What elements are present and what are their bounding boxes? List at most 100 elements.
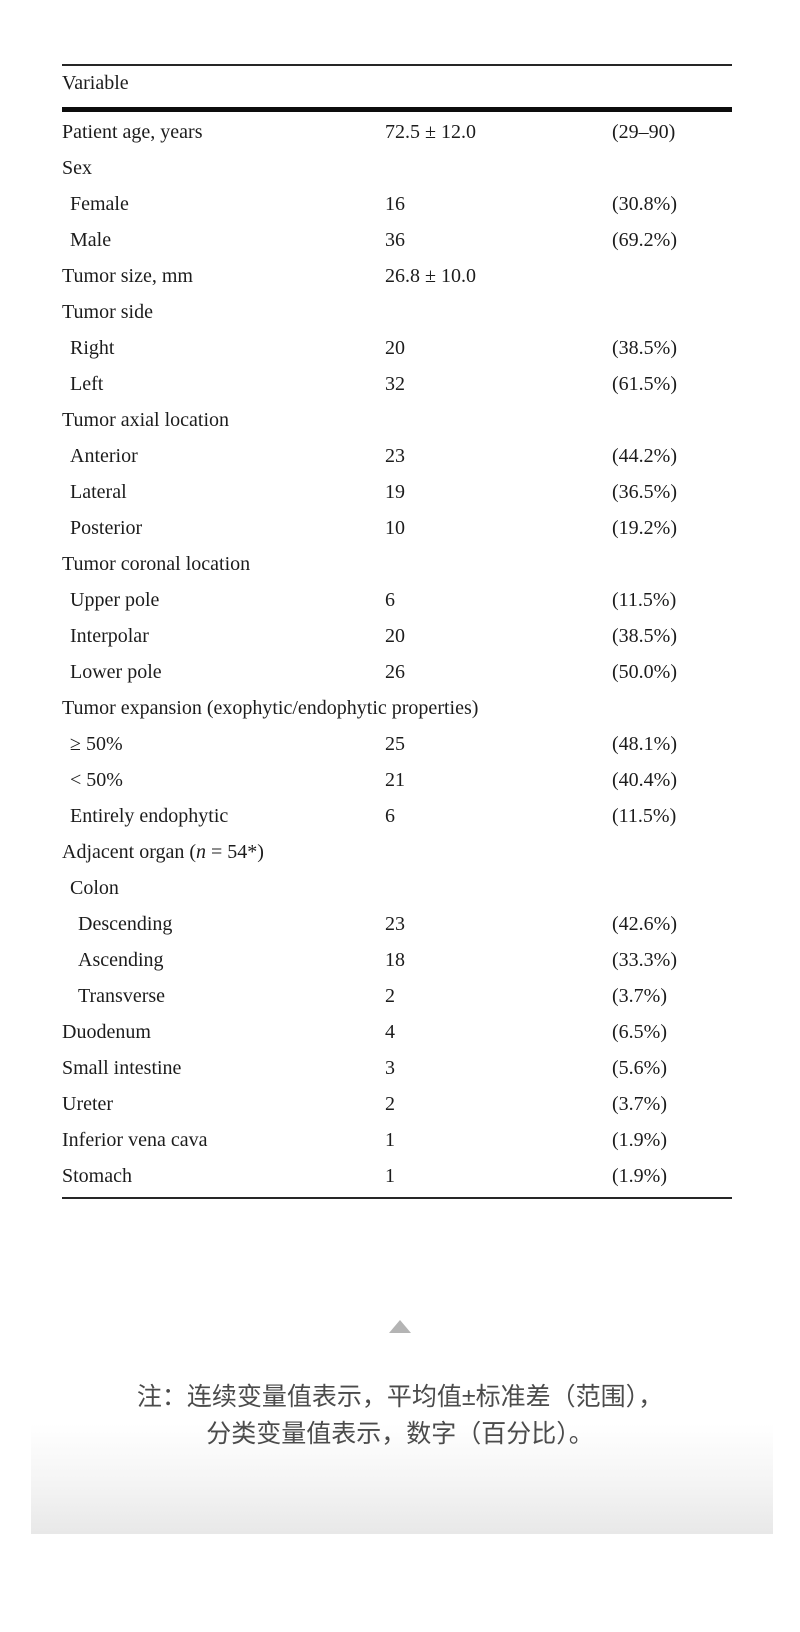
row-label: Inferior vena cava [62,1129,208,1151]
table-row: Tumor size, mm 26.8 ± 10.0 [62,260,732,296]
row-label: Transverse [78,985,166,1007]
row-percent: (19.2%) [612,517,677,539]
row-label: Upper pole [70,589,160,611]
row-value: 32 [385,373,405,395]
row-percent: (5.6%) [612,1057,667,1079]
row-percent: (40.4%) [612,769,677,791]
table-row: Left 32 (61.5%) [62,368,732,404]
row-percent: (1.9%) [612,1165,667,1187]
row-value: 19 [385,481,405,503]
row-percent: (3.7%) [612,1093,667,1115]
table-row: ≥ 50% 25 (48.1%) [62,728,732,764]
row-percent: (69.2%) [612,229,677,251]
table-row: Descending 23 (42.6%) [62,908,732,944]
table-row: Female 16 (30.8%) [62,188,732,224]
row-label: Ascending [78,949,164,971]
table-row: Small intestine 3 (5.6%) [62,1052,732,1088]
row-label: < 50% [70,769,123,791]
row-label: Entirely endophytic [70,805,229,827]
table-row: Duodenum 4 (6.5%) [62,1016,732,1052]
row-value: 2 [385,1093,395,1115]
table-row: Inferior vena cava 1 (1.9%) [62,1124,732,1160]
scroll-up-icon[interactable] [389,1320,411,1333]
row-value: 23 [385,913,405,935]
row-label: Duodenum [62,1021,151,1043]
row-label: Lateral [70,481,127,503]
table-row: < 50% 21 (40.4%) [62,764,732,800]
row-label: Ureter [62,1093,114,1115]
row-value: 4 [385,1021,395,1043]
table-row: Entirely endophytic 6 (11.5%) [62,800,732,836]
row-value: 25 [385,733,405,755]
row-percent: (38.5%) [612,625,677,647]
row-value: 20 [385,337,405,359]
row-value: 16 [385,193,405,215]
row-label: Tumor size, mm [62,265,193,287]
row-label: Anterior [70,445,138,467]
table-row: Anterior 23 (44.2%) [62,440,732,476]
row-value: 23 [385,445,405,467]
row-label: Sex [62,157,92,179]
row-label: Tumor expansion (exophytic/endophytic pr… [62,697,479,719]
row-value: 10 [385,517,405,539]
table-row: Colon [62,872,732,908]
table-row: Tumor coronal location [62,548,732,584]
row-value: 21 [385,769,405,791]
row-value: 18 [385,949,405,971]
table-header-rule [62,107,732,112]
row-percent: (38.5%) [612,337,677,359]
row-label: Adjacent organ (n = 54*) [62,841,264,863]
table-row: Tumor expansion (exophytic/endophytic pr… [62,692,732,728]
table-row: Patient age, years 72.5 ± 12.0 (29–90) [62,116,732,152]
row-value: 72.5 ± 12.0 [385,121,476,143]
row-label: Left [70,373,104,395]
note-line-2: 分类变量值表示，数字（百分比）。 [206,1420,594,1448]
row-percent: (36.5%) [612,481,677,503]
row-label: Small intestine [62,1057,182,1079]
row-label: Tumor axial location [62,409,230,431]
table-row: Tumor axial location [62,404,732,440]
table-row: Interpolar 20 (38.5%) [62,620,732,656]
row-label: Patient age, years [62,121,203,143]
table-row: Stomach 1 (1.9%) [62,1160,732,1196]
table-row: Adjacent organ (n = 54*) [62,836,732,872]
row-percent: (29–90) [612,121,676,143]
table-row: Ascending 18 (33.3%) [62,944,732,980]
row-percent: (11.5%) [612,805,677,827]
table-row: Right 20 (38.5%) [62,332,732,368]
row-label: Right [70,337,115,359]
row-percent: (61.5%) [612,373,677,395]
row-percent: (1.9%) [612,1129,667,1151]
row-label: Interpolar [70,625,149,647]
row-percent: (3.7%) [612,985,667,1007]
table-header-variable: Variable [62,72,129,94]
table-row: Upper pole 6 (11.5%) [62,584,732,620]
table-row: Male 36 (69.2%) [62,224,732,260]
row-label: Tumor coronal location [62,553,251,575]
row-label: Tumor side [62,301,153,323]
table-row: Posterior 10 (19.2%) [62,512,732,548]
row-value: 6 [385,805,395,827]
row-value: 36 [385,229,405,251]
row-label: ≥ 50% [70,733,123,755]
table-row: Tumor side [62,296,732,332]
table-top-rule [62,64,732,66]
row-percent: (33.3%) [612,949,677,971]
row-percent: (50.0%) [612,661,677,683]
row-value: 6 [385,589,395,611]
table-bottom-rule [62,1197,732,1199]
row-percent: (11.5%) [612,589,677,611]
row-label: Lower pole [70,661,162,683]
note-line-1: 注：连续变量值表示，平均值±标准差（范围）， [136,1383,664,1411]
row-percent: (44.2%) [612,445,677,467]
row-percent: (30.8%) [612,193,677,215]
row-value: 1 [385,1165,395,1187]
row-label: Male [70,229,112,251]
row-value: 2 [385,985,395,1007]
row-value: 20 [385,625,405,647]
row-percent: (48.1%) [612,733,677,755]
row-percent: (42.6%) [612,913,677,935]
row-value: 26.8 ± 10.0 [385,265,476,287]
row-label: Stomach [62,1165,132,1187]
